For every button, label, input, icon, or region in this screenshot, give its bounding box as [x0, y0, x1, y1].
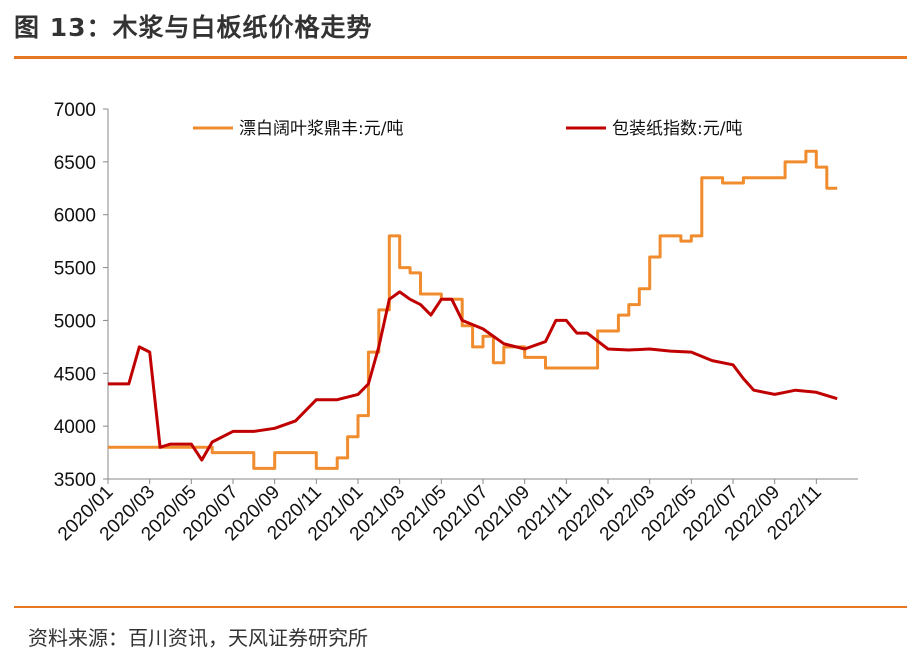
x-axis-ticks: 2020/012020/032020/052020/072020/092020/…	[54, 479, 826, 545]
y-tick-label: 6000	[54, 206, 96, 227]
source-note: 资料来源：百川资讯，天风证券研究所	[28, 626, 368, 650]
title-divider	[14, 56, 907, 59]
y-tick-label: 4500	[54, 364, 96, 385]
legend-label: 漂白阔叶浆鼎丰:元/吨	[239, 119, 403, 139]
legend: 漂白阔叶浆鼎丰:元/吨 包装纸指数:元/吨	[193, 119, 742, 139]
line-chart: 7000 6500 6000 5500 5000 4500 4000 3500 2020/01…	[54, 100, 858, 545]
series-lines	[108, 149, 838, 470]
y-tick-label: 5500	[54, 259, 96, 280]
y-tick-label: 7000	[54, 100, 96, 121]
figure-title: 图 13：木浆与白板纸价格走势	[14, 13, 373, 42]
footer-divider	[14, 606, 907, 608]
y-axis-ticks: 7000 6500 6000 5500 5000 4500 4000 3500	[54, 100, 108, 491]
pulp-price-line	[108, 149, 838, 470]
y-tick-label: 5000	[54, 311, 96, 332]
y-tick-label: 4000	[54, 417, 96, 438]
y-tick-label: 3500	[54, 470, 96, 491]
y-tick-label: 6500	[54, 153, 96, 174]
legend-label: 包装纸指数:元/吨	[612, 119, 742, 139]
packaging-paper-index-line	[108, 290, 838, 462]
chart-axes	[107, 109, 858, 480]
